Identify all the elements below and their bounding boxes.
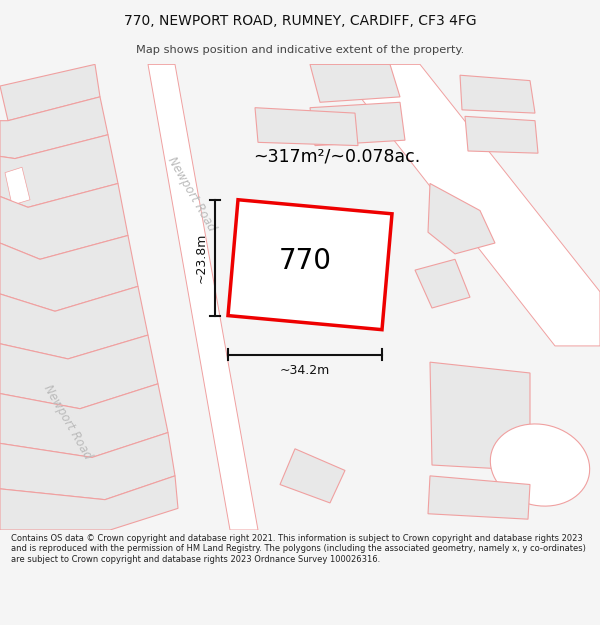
Text: ~317m²/~0.078ac.: ~317m²/~0.078ac. — [253, 148, 420, 166]
Polygon shape — [310, 64, 400, 102]
Text: Newport Road: Newport Road — [41, 382, 95, 461]
Polygon shape — [0, 236, 138, 311]
Text: ~23.8m: ~23.8m — [195, 232, 208, 283]
Polygon shape — [0, 476, 178, 530]
Polygon shape — [228, 200, 392, 329]
Polygon shape — [428, 476, 530, 519]
Polygon shape — [310, 102, 405, 146]
Polygon shape — [0, 335, 158, 409]
Text: Newport Road: Newport Road — [166, 155, 218, 234]
Polygon shape — [465, 116, 538, 153]
Polygon shape — [5, 168, 30, 205]
Polygon shape — [460, 75, 535, 113]
Text: 770: 770 — [278, 248, 331, 276]
Polygon shape — [260, 205, 302, 243]
Polygon shape — [0, 64, 100, 121]
Polygon shape — [280, 449, 345, 503]
Polygon shape — [255, 107, 358, 146]
Polygon shape — [0, 286, 148, 359]
Text: Contains OS data © Crown copyright and database right 2021. This information is : Contains OS data © Crown copyright and d… — [11, 534, 586, 564]
Polygon shape — [0, 351, 105, 530]
Polygon shape — [0, 184, 128, 259]
Polygon shape — [0, 432, 175, 499]
Polygon shape — [0, 97, 108, 159]
Polygon shape — [0, 135, 118, 208]
Polygon shape — [0, 384, 168, 458]
Text: ~34.2m: ~34.2m — [280, 364, 330, 378]
Text: 770, NEWPORT ROAD, RUMNEY, CARDIFF, CF3 4FG: 770, NEWPORT ROAD, RUMNEY, CARDIFF, CF3 … — [124, 14, 476, 28]
Polygon shape — [430, 362, 530, 471]
Polygon shape — [148, 64, 258, 530]
Ellipse shape — [490, 424, 590, 506]
Polygon shape — [428, 184, 495, 254]
Polygon shape — [415, 259, 470, 308]
Text: Map shows position and indicative extent of the property.: Map shows position and indicative extent… — [136, 45, 464, 55]
Polygon shape — [360, 64, 600, 346]
